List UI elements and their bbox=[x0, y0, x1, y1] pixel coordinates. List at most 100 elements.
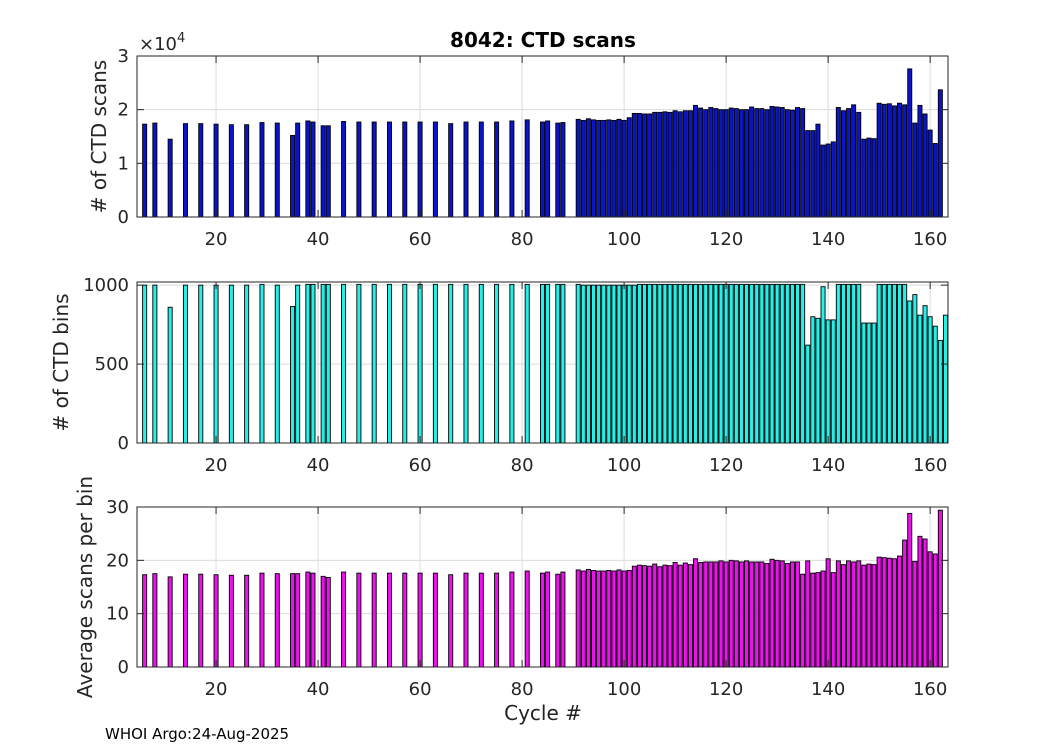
bar bbox=[167, 576, 173, 668]
bar bbox=[693, 104, 699, 218]
bar bbox=[626, 117, 632, 218]
bar bbox=[182, 123, 188, 218]
y-tick-label: 2 bbox=[118, 100, 129, 121]
bar bbox=[825, 558, 831, 668]
bar bbox=[142, 574, 148, 668]
bar bbox=[922, 113, 928, 218]
bar bbox=[815, 572, 821, 668]
bar bbox=[662, 111, 668, 218]
bar bbox=[555, 573, 561, 668]
bar bbox=[733, 108, 739, 218]
bar bbox=[596, 284, 602, 444]
y-axis-label: # of CTD bins bbox=[49, 293, 73, 431]
bar bbox=[733, 283, 739, 444]
bar bbox=[290, 573, 296, 668]
bar bbox=[897, 283, 903, 444]
bar bbox=[580, 119, 586, 218]
x-axis-label: Cycle # bbox=[504, 701, 582, 725]
bar bbox=[830, 319, 836, 444]
bar bbox=[463, 572, 469, 668]
bar bbox=[244, 124, 250, 218]
bar bbox=[754, 283, 760, 444]
bar bbox=[325, 283, 331, 444]
y-tick-label: 20 bbox=[106, 550, 129, 571]
bar bbox=[840, 110, 846, 218]
bar bbox=[917, 314, 923, 444]
bar bbox=[198, 123, 204, 218]
bar bbox=[555, 122, 561, 218]
bar bbox=[835, 107, 841, 218]
bar bbox=[494, 572, 500, 668]
bar bbox=[703, 109, 709, 218]
bar bbox=[606, 570, 612, 668]
bar bbox=[723, 283, 729, 444]
x-tick-label: 100 bbox=[607, 455, 641, 476]
bar bbox=[478, 283, 484, 444]
bar bbox=[820, 144, 826, 218]
bar bbox=[244, 284, 250, 444]
bar bbox=[851, 283, 857, 444]
bar bbox=[463, 283, 469, 444]
bar bbox=[402, 283, 408, 444]
bar bbox=[677, 283, 683, 444]
bar bbox=[540, 283, 545, 444]
bar bbox=[907, 512, 913, 668]
bar bbox=[693, 558, 699, 668]
bar bbox=[295, 573, 301, 668]
bar bbox=[540, 121, 545, 218]
bar bbox=[642, 283, 648, 444]
bar bbox=[744, 109, 750, 218]
bar bbox=[723, 561, 729, 668]
bar bbox=[616, 284, 622, 444]
bar bbox=[652, 111, 658, 218]
x-tick-label: 40 bbox=[307, 455, 330, 476]
bar bbox=[815, 317, 821, 444]
bar bbox=[861, 322, 867, 444]
bar bbox=[432, 572, 438, 668]
bar bbox=[784, 283, 790, 444]
bar bbox=[927, 129, 933, 218]
bar bbox=[259, 283, 265, 444]
bar bbox=[591, 570, 596, 668]
bar bbox=[912, 294, 918, 444]
y-tick-label: 0 bbox=[118, 207, 129, 228]
bar bbox=[295, 284, 301, 444]
bar bbox=[626, 570, 632, 668]
bar bbox=[524, 283, 530, 444]
bar bbox=[575, 283, 581, 444]
bar bbox=[545, 120, 551, 218]
bar bbox=[560, 283, 566, 444]
bar bbox=[866, 322, 872, 444]
bar bbox=[703, 283, 709, 444]
bar bbox=[774, 283, 780, 444]
bar bbox=[871, 138, 877, 218]
bar bbox=[728, 283, 734, 444]
bar bbox=[585, 568, 591, 668]
bar bbox=[657, 283, 663, 444]
bar bbox=[846, 283, 852, 444]
bar bbox=[718, 109, 724, 218]
bar bbox=[545, 283, 551, 444]
x-tick-label: 100 bbox=[607, 679, 641, 700]
y-tick-label: 1 bbox=[118, 153, 129, 174]
bar bbox=[800, 283, 806, 444]
bar bbox=[897, 102, 903, 218]
bar bbox=[626, 284, 632, 444]
bar bbox=[820, 286, 826, 444]
bar bbox=[744, 560, 750, 668]
bar bbox=[769, 558, 775, 668]
bar bbox=[835, 283, 841, 444]
x-tick-label: 120 bbox=[709, 229, 743, 250]
bar bbox=[274, 573, 280, 668]
y-exponent-label: ×104 bbox=[139, 31, 185, 55]
bar bbox=[815, 123, 821, 218]
bar bbox=[290, 306, 296, 444]
bar bbox=[693, 283, 699, 444]
bar bbox=[846, 560, 852, 668]
chart-title: 8042: CTD scans bbox=[450, 28, 636, 52]
bar bbox=[902, 104, 908, 218]
bar bbox=[917, 535, 923, 668]
bar bbox=[524, 570, 530, 668]
bar bbox=[290, 134, 296, 218]
